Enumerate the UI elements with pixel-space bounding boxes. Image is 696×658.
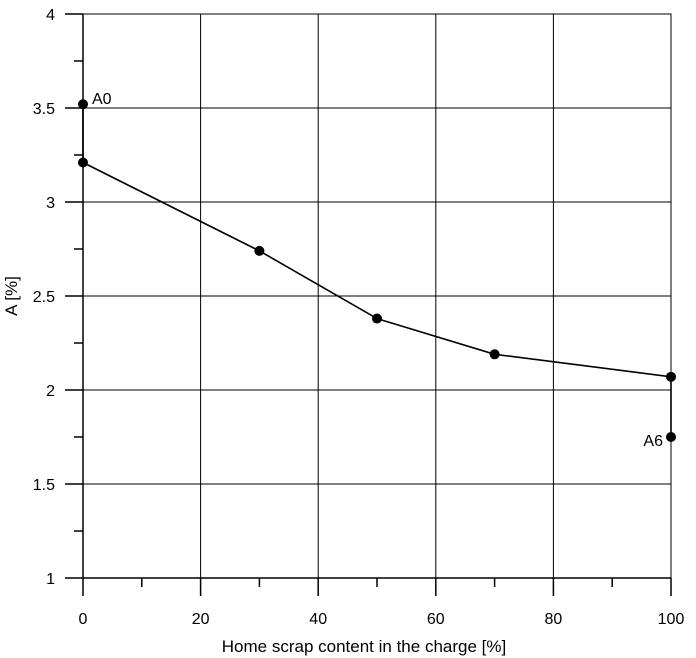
y-tick-label: 3.5 <box>33 101 55 118</box>
data-point <box>78 99 88 110</box>
data-point <box>78 157 88 168</box>
y-tick-label: 1.5 <box>33 477 55 494</box>
x-tick-label: 80 <box>545 611 563 628</box>
data-point <box>666 432 676 442</box>
x-tick-label: 40 <box>309 611 327 628</box>
annotation-label: A0 <box>92 91 112 108</box>
data-point <box>372 313 382 324</box>
grid <box>83 14 671 578</box>
annotation-label: A6 <box>643 433 663 450</box>
y-tick-label: 3 <box>46 195 55 212</box>
y-tick-label: 2 <box>46 383 55 400</box>
y-axis-title: A [%] <box>2 276 21 316</box>
series-line <box>82 104 672 437</box>
annotations: A0 A6 <box>92 91 663 450</box>
y-tick-label: 2.5 <box>33 289 55 306</box>
series <box>78 99 676 442</box>
data-point <box>254 245 265 256</box>
y-tick-label: 4 <box>46 7 55 24</box>
data-point <box>489 349 500 360</box>
x-tick-label: 20 <box>192 611 210 628</box>
x-axis-title: Home scrap content in the charge [%] <box>222 637 506 656</box>
x-tick-label: 0 <box>79 611 88 628</box>
x-tick-label: 100 <box>658 611 685 628</box>
x-tick-label: 60 <box>427 611 445 628</box>
ticks <box>65 13 672 596</box>
y-tick-label: 1 <box>46 571 55 588</box>
data-point <box>666 371 676 382</box>
tick-labels: 11.522.533.540 20 40 60 80 100 <box>33 7 685 628</box>
